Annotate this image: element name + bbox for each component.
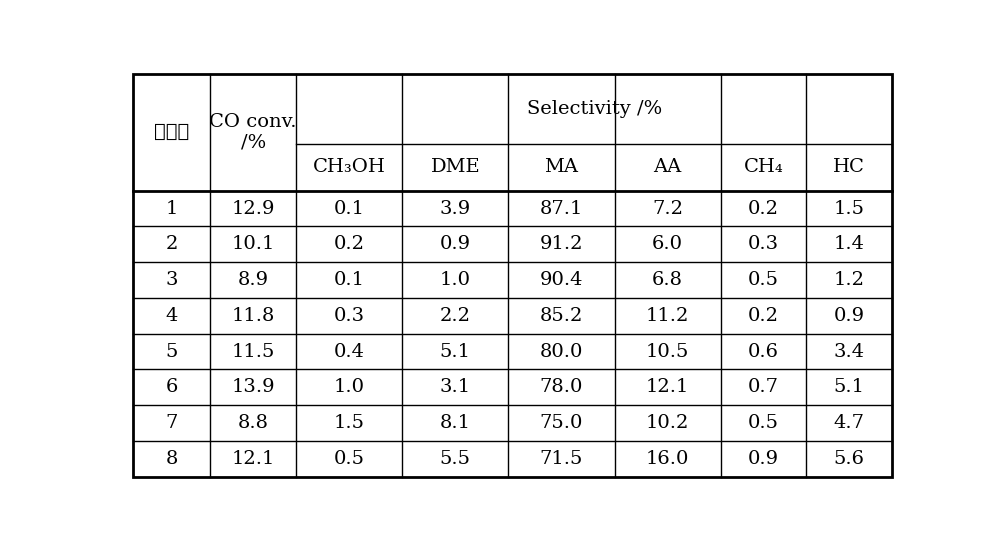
Text: 0.5: 0.5 (748, 271, 779, 289)
Text: 85.2: 85.2 (540, 307, 583, 325)
Text: 90.4: 90.4 (540, 271, 583, 289)
Text: 4.7: 4.7 (834, 414, 865, 432)
Text: 1.0: 1.0 (440, 271, 471, 289)
Text: 1.2: 1.2 (834, 271, 865, 289)
Text: 8.8: 8.8 (238, 414, 269, 432)
Text: 7: 7 (165, 414, 178, 432)
Text: 12.1: 12.1 (232, 450, 275, 468)
Text: 3.1: 3.1 (440, 378, 471, 396)
Text: CH₃OH: CH₃OH (313, 159, 386, 177)
Text: 13.9: 13.9 (231, 378, 275, 396)
Text: 0.5: 0.5 (748, 414, 779, 432)
Text: 16.0: 16.0 (646, 450, 689, 468)
Text: 75.0: 75.0 (540, 414, 583, 432)
Text: 0.2: 0.2 (748, 199, 779, 217)
Text: 1.0: 1.0 (334, 378, 365, 396)
Text: 8.1: 8.1 (440, 414, 471, 432)
Text: 0.4: 0.4 (334, 342, 365, 360)
Text: 1: 1 (165, 199, 178, 217)
Text: 12.1: 12.1 (646, 378, 689, 396)
Text: 3: 3 (165, 271, 178, 289)
Text: 1.5: 1.5 (334, 414, 365, 432)
Text: 0.3: 0.3 (334, 307, 365, 325)
Text: CH₄: CH₄ (744, 159, 783, 177)
Text: 91.2: 91.2 (540, 235, 583, 253)
Text: 1.5: 1.5 (834, 199, 865, 217)
Text: 4: 4 (165, 307, 178, 325)
Text: 5: 5 (165, 342, 178, 360)
Text: 78.0: 78.0 (540, 378, 583, 396)
Text: 1.4: 1.4 (834, 235, 865, 253)
Text: 0.5: 0.5 (334, 450, 365, 468)
Text: CO conv.
/%: CO conv. /% (209, 113, 297, 152)
Text: 6.0: 6.0 (652, 235, 683, 253)
Text: 10.5: 10.5 (646, 342, 689, 360)
Text: 12.9: 12.9 (231, 199, 275, 217)
Text: 2.2: 2.2 (440, 307, 471, 325)
Text: 6.8: 6.8 (652, 271, 683, 289)
Text: 2: 2 (165, 235, 178, 253)
Text: 0.2: 0.2 (748, 307, 779, 325)
Text: 87.1: 87.1 (540, 199, 583, 217)
Text: 3.9: 3.9 (440, 199, 471, 217)
Text: 6: 6 (165, 378, 178, 396)
Text: 0.2: 0.2 (334, 235, 365, 253)
Text: 10.2: 10.2 (646, 414, 689, 432)
Text: HC: HC (833, 159, 865, 177)
Text: 0.9: 0.9 (440, 235, 471, 253)
Text: 0.1: 0.1 (334, 271, 365, 289)
Text: 0.1: 0.1 (334, 199, 365, 217)
Text: 5.6: 5.6 (834, 450, 865, 468)
Text: 11.2: 11.2 (646, 307, 689, 325)
Text: 实施例: 实施例 (154, 123, 189, 141)
Text: 0.9: 0.9 (834, 307, 865, 325)
Text: 10.1: 10.1 (232, 235, 275, 253)
Text: 80.0: 80.0 (540, 342, 583, 360)
Text: 5.5: 5.5 (440, 450, 471, 468)
Text: 11.8: 11.8 (232, 307, 275, 325)
Text: 7.2: 7.2 (652, 199, 683, 217)
Text: 0.3: 0.3 (748, 235, 779, 253)
Text: AA: AA (654, 159, 682, 177)
Text: 8.9: 8.9 (238, 271, 269, 289)
Text: 11.5: 11.5 (232, 342, 275, 360)
Text: MA: MA (544, 159, 578, 177)
Text: 71.5: 71.5 (540, 450, 583, 468)
Text: 5.1: 5.1 (440, 342, 471, 360)
Text: 3.4: 3.4 (834, 342, 865, 360)
Text: 8: 8 (165, 450, 178, 468)
Text: 0.6: 0.6 (748, 342, 779, 360)
Text: DME: DME (431, 159, 480, 177)
Text: 0.7: 0.7 (748, 378, 779, 396)
Text: 5.1: 5.1 (834, 378, 865, 396)
Text: Selectivity /%: Selectivity /% (527, 100, 662, 118)
Text: 0.9: 0.9 (748, 450, 779, 468)
